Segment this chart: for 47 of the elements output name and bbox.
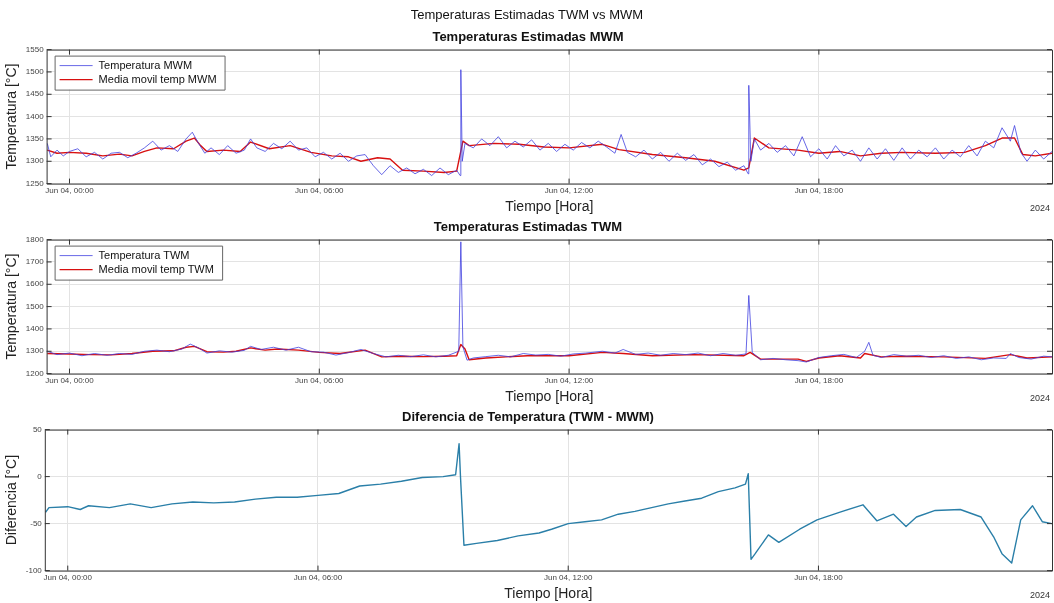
y-tick-label: 1350 [25, 134, 45, 144]
y-axis-title: Temperatura [°C] [3, 253, 20, 360]
y-tick-label: 1250 [25, 178, 45, 188]
x-tick-label: Jun 04, 00:00 [45, 185, 95, 195]
x-tick-label: Jun 04, 12:00 [543, 572, 594, 582]
x-tick-label: Jun 04, 06:00 [295, 185, 345, 195]
x-tick-label: Jun 04, 00:00 [43, 572, 93, 582]
y-axis-title: Diferencia [°C] [3, 454, 20, 546]
x-tick-label: Jun 04, 12:00 [544, 185, 594, 195]
chart-title: Temperaturas Estimadas TWM [433, 219, 623, 235]
x-tick-label: Jun 04, 06:00 [295, 375, 345, 385]
x-tick-label: Jun 04, 12:00 [544, 375, 594, 385]
y-tick-label: 1800 [25, 234, 45, 244]
y-tick-label: 50 [32, 424, 43, 434]
y-tick-label: 1450 [25, 89, 45, 99]
y-tick-label: -100 [25, 565, 43, 575]
chart-title: Diferencia de Temperatura (TWM - MWM) [402, 409, 654, 425]
legend-label: Temperatura MWM [98, 58, 193, 71]
x-axis-title: Tiempo [Hora] [504, 585, 593, 602]
y-tick-label: 1400 [25, 324, 45, 334]
y-tick-label: 1550 [25, 44, 45, 54]
y-tick-label: 1600 [25, 279, 45, 289]
x-axis-title: Tiempo [Hora] [505, 388, 594, 405]
x-tick-label: Jun 04, 00:00 [45, 375, 95, 385]
text: 2024 [1029, 202, 1050, 213]
x-tick-label: Jun 04, 18:00 [794, 572, 844, 582]
legend-label: Media movil temp TWM [98, 262, 214, 275]
legend-label: Media movil temp MWM [98, 72, 217, 85]
legend-label: Temperatura TWM [98, 248, 190, 261]
x-tick-label: Jun 04, 18:00 [794, 185, 844, 195]
y-tick-label: 1400 [25, 111, 45, 121]
x-tick-label: Jun 04, 06:00 [293, 572, 343, 582]
text: 2024 [1029, 392, 1050, 403]
y-tick-label: 1500 [25, 67, 45, 77]
y-tick-label: 1200 [25, 368, 45, 378]
x-tick-label: Jun 04, 18:00 [794, 375, 844, 385]
x-axis-title: Tiempo [Hora] [505, 198, 594, 215]
chart-title: Temperaturas Estimadas TWM vs MWM [409, 6, 645, 24]
y-tick-label: -50 [30, 518, 43, 528]
text: 2024 [1029, 589, 1050, 600]
y-tick-label: 0 [37, 471, 43, 481]
y-tick-label: 1700 [25, 257, 45, 267]
y-tick-label: 1500 [25, 301, 45, 311]
y-tick-label: 1300 [25, 346, 45, 356]
y-axis-title: Temperatura [°C] [3, 63, 20, 170]
chart-subtitle: Temperaturas Estimadas MWM [432, 29, 624, 45]
y-tick-label: 1300 [25, 156, 45, 166]
